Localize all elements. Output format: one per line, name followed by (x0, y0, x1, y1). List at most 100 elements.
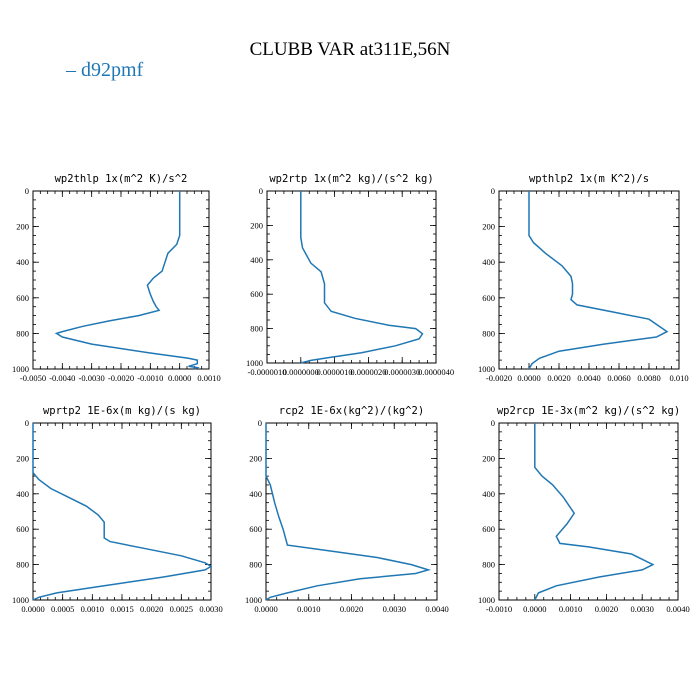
x-tick-label: 0.0010 (297, 604, 320, 614)
panel-title: wpthlp2 1x(m K^2)/s (529, 173, 649, 185)
series-line (54, 191, 200, 370)
chart-panel-6: wp2rcp 1E-3x(m^2 kg)/(s^2 kg)0 200 400 600 8… (478, 405, 690, 614)
y-tick-label: 400 (250, 255, 263, 265)
x-tick-label: 0.0025 (170, 604, 193, 614)
x-tick-label: 0.0020 (595, 604, 618, 614)
chart-panel-1: wp2thlp 1x(m^2 K)/s^202004006008001000-0… (12, 173, 221, 383)
panel-title: wp2rcp 1E-3x(m^2 kg)/(s^2 kg) (497, 405, 680, 417)
y-tick-label: 0 (25, 418, 29, 428)
x-tick-label: 0.0010 (81, 604, 104, 614)
y-tick-label: 200 (482, 222, 495, 232)
plot-frame (266, 190, 437, 364)
y-tick-label: 800 (249, 560, 262, 570)
y-tick-label: 1000 (246, 358, 263, 368)
x-tick-label: 0.0030 (199, 604, 222, 614)
y-tick-label: 1000 (12, 595, 29, 605)
x-tick-label: 0.0015 (110, 604, 133, 614)
x-tick-label: 0.0000 (168, 373, 191, 383)
figure-title: CLUBB VAR at311E,56N (250, 39, 451, 60)
legend-entry: – d92pmf (65, 59, 144, 81)
x-tick-label: 0.0060 (607, 373, 630, 383)
series-line (534, 423, 655, 601)
x-tick-label: 0.0030 (631, 604, 654, 614)
y-tick-label: 0 (25, 186, 29, 196)
plot-frame (498, 190, 680, 370)
x-tick-label: -0.0030 (79, 373, 105, 383)
chart-panel-4: wprtp2 1E-6x(m kg)/(s kg) 0 200 400 600 800 10… (12, 405, 223, 614)
x-tick-label: -0.0010 (137, 373, 163, 383)
y-tick-label: 600 (16, 293, 29, 303)
x-tick-label: 0.0000040 (418, 367, 454, 377)
series-line (528, 191, 669, 370)
chart-panel-2: wp2rtp 1x(m^2 kg)/(s^2 kg) 0 200 400 600 800 1… (246, 173, 454, 377)
y-tick-label: 600 (16, 524, 29, 534)
y-tick-label: 800 (16, 328, 29, 338)
x-tick-label: -0.0000010 (248, 367, 287, 377)
y-tick-label: 0 (258, 418, 262, 428)
y-tick-label: 200 (482, 453, 495, 463)
y-tick-label: 200 (16, 222, 29, 232)
chart-panel-5: rcp2 1E-6x(kg^2)/(kg^2) 0 200 400 600 800 1000… (245, 405, 449, 614)
series-line (300, 191, 424, 364)
x-tick-label: 0.0000 (254, 604, 277, 614)
y-tick-label: 800 (16, 560, 29, 570)
y-tick-label: 1000 (478, 364, 495, 374)
panel-title: rcp2 1E-6x(kg^2)/(kg^2) (279, 405, 424, 417)
y-tick-label: 1000 (245, 595, 262, 605)
x-tick-label: 0.0020 (340, 604, 363, 614)
x-tick-label: 0.0005 (51, 604, 74, 614)
panel-title: wp2rtp 1x(m^2 kg)/(s^2 kg) (269, 173, 433, 185)
x-tick-label: 0.0000010 (317, 367, 353, 377)
x-tick-label: 0.0000 (523, 604, 546, 614)
y-tick-label: 200 (16, 453, 29, 463)
y-tick-label: 600 (482, 524, 495, 534)
x-tick-label: 0.010 (669, 373, 688, 383)
x-tick-label: 0.0000030 (384, 367, 420, 377)
x-tick-label: 0.0010 (197, 373, 220, 383)
x-tick-label: 0.0040 (577, 373, 600, 383)
x-tick-label: -0.0010 (486, 604, 512, 614)
panel-title: wp2thlp 1x(m^2 K)/s^2 (55, 173, 188, 185)
series-line (32, 423, 213, 601)
y-tick-label: 600 (482, 293, 495, 303)
y-tick-label: 0 (259, 186, 263, 196)
series-line (265, 423, 432, 601)
y-tick-label: 400 (249, 489, 262, 499)
x-tick-label: 0.0080 (637, 373, 660, 383)
y-tick-label: 0 (491, 186, 495, 196)
x-tick-label: 0.0000 (21, 604, 44, 614)
y-tick-label: 0 (491, 418, 495, 428)
x-tick-label: 0.0000020 (350, 367, 386, 377)
y-tick-label: 400 (482, 489, 495, 499)
y-tick-label: 1000 (478, 595, 495, 605)
y-tick-label: 400 (482, 257, 495, 267)
y-tick-label: 600 (250, 289, 263, 299)
x-tick-label: 0.0040 (666, 604, 689, 614)
x-tick-label: -0.0020 (486, 373, 512, 383)
chart-panel-3: wpthlp2 1x(m K^2)/s 0 200 400 600 800 1000-0.0… (478, 173, 689, 383)
x-tick-label: -0.0020 (108, 373, 134, 383)
y-tick-label: 800 (482, 328, 495, 338)
y-tick-label: 800 (482, 560, 495, 570)
y-tick-label: 200 (250, 220, 263, 230)
panel-title: wprtp2 1E-6x(m kg)/(s kg) (43, 405, 201, 417)
x-tick-label: 0.0020 (140, 604, 163, 614)
y-tick-label: 600 (249, 524, 262, 534)
x-tick-label: 0.0030 (383, 604, 406, 614)
x-tick-label: 0.0010 (559, 604, 582, 614)
plot-frame (498, 422, 679, 601)
y-tick-label: 800 (250, 324, 263, 334)
y-tick-label: 400 (16, 257, 29, 267)
y-tick-label: 400 (16, 489, 29, 499)
x-tick-label: -0.0050 (20, 373, 46, 383)
x-tick-label: 0.0000000 (283, 367, 319, 377)
y-tick-label: 1000 (12, 364, 29, 374)
x-tick-label: 0.0020 (547, 373, 570, 383)
y-tick-label: 200 (249, 453, 262, 463)
x-tick-label: 0.0000 (517, 373, 540, 383)
x-tick-label: 0.0040 (425, 604, 448, 614)
plot-frame (32, 190, 210, 370)
x-tick-label: -0.0040 (49, 373, 75, 383)
